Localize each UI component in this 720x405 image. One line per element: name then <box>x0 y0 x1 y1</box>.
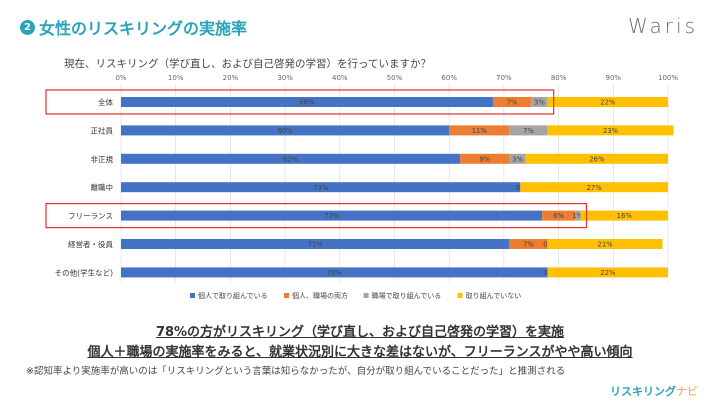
summary-line-1: 78%の方がリスキリング（学び直し、および自己啓発の学習）を実施 <box>155 325 565 340</box>
data-label: 6% <box>553 212 564 220</box>
category-label: 離職中 <box>91 182 114 192</box>
bar-segment <box>509 153 526 164</box>
stacked-bar-chart: 0% 10% 20% 30% 40% 50% 60% 70% 80% 90% 100% 全体 68% 7%… <box>45 74 678 300</box>
survey-question: 現在、リスキリング（学び直し、および自己啓発の学習）を行っていますか？ <box>64 58 431 70</box>
bar-segment <box>509 239 548 249</box>
data-label: 7% <box>507 99 518 107</box>
data-label: 62% <box>283 155 299 163</box>
highlight-box <box>45 203 588 229</box>
x-tick-label: 100% <box>658 74 678 82</box>
category-label: 正社員 <box>91 125 114 135</box>
bar-segment <box>121 182 521 193</box>
data-label: 7% <box>523 241 534 249</box>
data-label: 3% <box>534 99 545 107</box>
highlight-box <box>45 89 555 115</box>
x-tick-label: 60% <box>441 74 457 82</box>
bar-segment <box>509 125 548 136</box>
x-tick-label: 10% <box>168 74 184 82</box>
x-tick-label: 40% <box>332 74 348 82</box>
category-label: 経営者・役員 <box>68 239 113 249</box>
category-label: フリーランス <box>68 212 113 221</box>
summary-line-2: 個人＋職場の実施率をみると、就業状況別に大きな差はないが、フリーランスがやや高い… <box>87 345 633 360</box>
legend-label: 個人で取り組んでいる <box>198 291 268 300</box>
bar-segment <box>547 97 668 107</box>
data-label: 7% <box>523 127 534 135</box>
data-label: 1% <box>572 212 583 220</box>
data-label: 68% <box>299 99 315 107</box>
waris-logo: Waris <box>628 14 698 38</box>
bar-segment <box>121 210 543 221</box>
category-label: 全体 <box>98 97 113 107</box>
bar-segment <box>547 267 668 278</box>
data-label: 9% <box>479 155 490 163</box>
data-label: 22% <box>600 269 616 277</box>
legend-label: 取り組んでいない <box>466 291 522 300</box>
bar-segment <box>121 267 548 278</box>
x-tick-label: 70% <box>496 74 512 82</box>
legend-swatch <box>363 293 369 298</box>
slide-title-text: 女性のリスキリングの実施率 <box>39 19 248 38</box>
data-label: 26% <box>589 155 605 163</box>
data-label: 11% <box>472 127 488 135</box>
x-tick-label: 20% <box>223 74 239 82</box>
x-tick-label: 50% <box>387 74 403 82</box>
data-label: 16% <box>617 212 633 220</box>
data-label: 22% <box>600 99 616 107</box>
data-label: 60% <box>278 127 294 135</box>
data-label: 78% <box>327 269 343 277</box>
data-label: 27% <box>587 184 603 192</box>
bar-segment <box>520 182 668 193</box>
category-label: 非正規 <box>91 154 114 164</box>
bar-segment <box>547 239 663 249</box>
bar-segment <box>547 125 674 136</box>
x-tick-label: 90% <box>606 74 622 82</box>
data-label: 71% <box>308 241 324 249</box>
bar-segment <box>575 210 581 221</box>
footnote: ※認知率より実施率が高いのは「リスキリングという言葉は知らなかったが、自分が取り… <box>26 366 566 377</box>
section-number-badge: 2 <box>20 19 35 35</box>
bar-segment <box>531 97 548 107</box>
legend-swatch <box>284 293 289 298</box>
bar-segment <box>121 125 450 136</box>
x-tick-label: 80% <box>551 74 567 82</box>
legend-swatch <box>190 293 195 298</box>
data-label: 21% <box>598 241 614 249</box>
bar-segment <box>525 153 668 164</box>
data-label: 23% <box>603 127 619 135</box>
x-tick-label: 30% <box>277 74 293 82</box>
reskilling-navi-logo: リスキリングナビ <box>610 383 698 399</box>
bar-segment <box>121 97 493 107</box>
legend-label: 個人、職場の両方 <box>292 291 348 300</box>
bar-segment <box>449 125 510 136</box>
legend-swatch <box>457 293 463 298</box>
bar-segment <box>121 239 510 249</box>
data-label: 73% <box>313 184 329 192</box>
brand-main: リスキリング <box>610 385 676 398</box>
bar-segment <box>542 210 576 221</box>
legend-label: 職場で取り組んでいる <box>372 291 442 300</box>
category-label: その他(学生など) <box>55 267 113 277</box>
bar-segment <box>121 153 461 164</box>
brand-sub: ナビ <box>676 385 698 398</box>
data-label: 77% <box>324 212 340 220</box>
bar-segment <box>460 153 510 164</box>
x-tick-label: 0% <box>115 74 126 82</box>
bar-segment <box>492 97 532 107</box>
bar-segment <box>580 210 668 221</box>
data-label: 3% <box>512 155 523 163</box>
slide-title: 2 女性のリスキリングの実施率 <box>20 15 247 39</box>
